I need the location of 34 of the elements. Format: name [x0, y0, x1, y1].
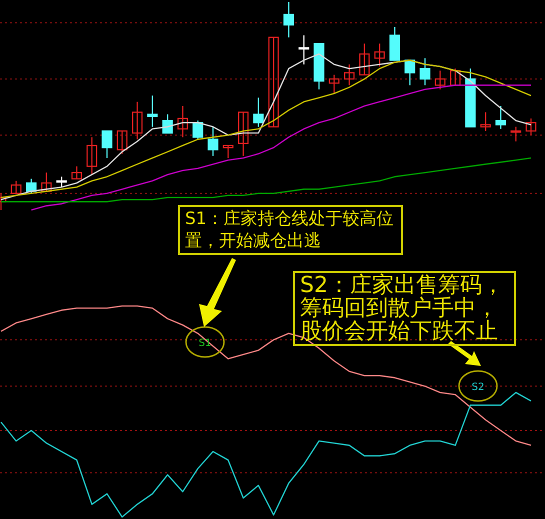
candlestick	[283, 1, 294, 38]
annotation: S1：庄家持仓线处于较高位置，开始减仓出逃	[178, 205, 403, 255]
candlestick	[10, 180, 22, 194]
annotation: S1	[198, 338, 212, 349]
candlestick	[434, 70, 446, 90]
candlestick	[132, 101, 143, 140]
candlestick	[495, 105, 506, 130]
candlestick	[222, 144, 234, 159]
candlestick	[268, 36, 279, 128]
candlestick	[253, 97, 264, 128]
candlestick	[298, 34, 310, 65]
candlestick	[404, 60, 416, 86]
candlestick	[510, 126, 522, 142]
candlestick	[116, 130, 128, 154]
candlestick	[192, 120, 204, 140]
candlestick	[41, 172, 52, 192]
candlestick	[450, 68, 461, 86]
annotation: S2：庄家出售筹码，筹码回到散户手中，股价会开始下跌不止	[293, 271, 516, 346]
candlestick	[526, 118, 536, 136]
candlestick	[147, 95, 158, 128]
candlestick	[374, 43, 385, 68]
candlestick	[71, 166, 82, 180]
candlestick	[480, 112, 491, 132]
candlestick	[344, 64, 355, 86]
candlestick	[420, 58, 430, 86]
candlestick	[86, 136, 98, 176]
annotation: S2	[472, 382, 484, 393]
candlestick	[102, 130, 112, 159]
candlestick	[238, 112, 249, 157]
candlestick	[328, 74, 340, 94]
candlestick	[208, 126, 218, 157]
candlestick	[359, 43, 370, 76]
candlestick	[177, 105, 188, 138]
candlestick	[26, 178, 37, 194]
